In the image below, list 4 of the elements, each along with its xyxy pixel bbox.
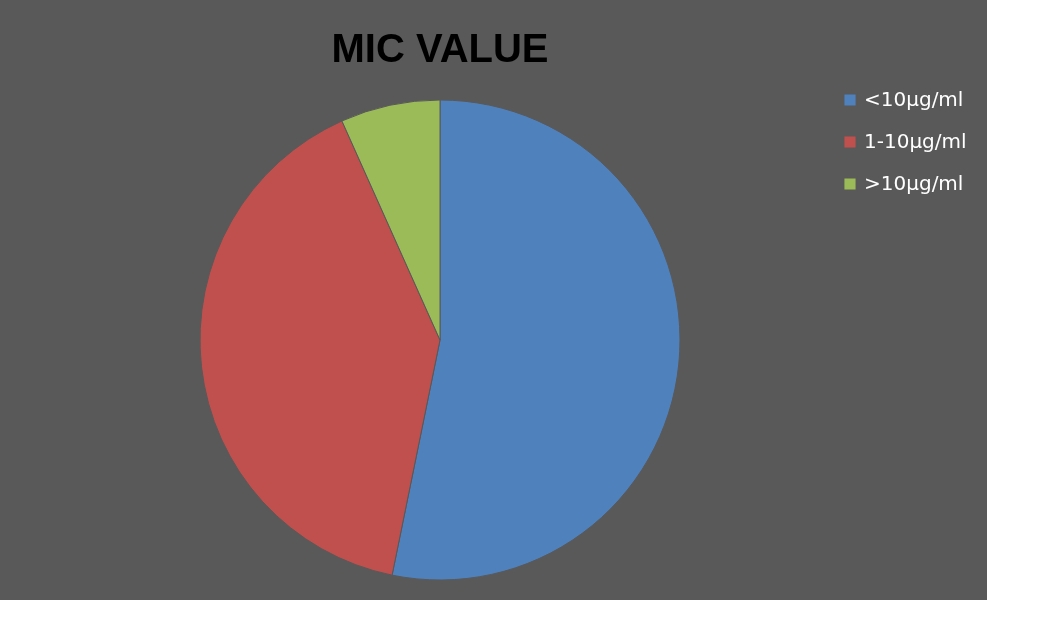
- chart-title: MIC VALUE: [331, 26, 549, 70]
- legend-label: >10μg/ml: [864, 171, 964, 195]
- legend-label: 1-10μg/ml: [864, 129, 967, 153]
- legend-label: <10μg/ml: [864, 87, 964, 111]
